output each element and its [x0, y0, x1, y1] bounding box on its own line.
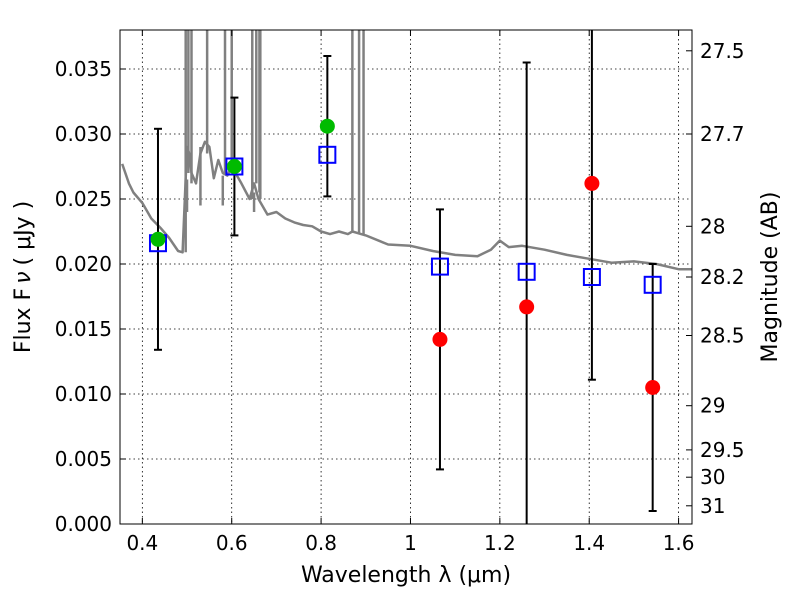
- y-axis-label-unit: ( μJy ): [11, 201, 36, 266]
- model-flux-square: [643, 275, 662, 294]
- y2-tick-label: 31: [700, 494, 725, 518]
- y-axis-label: Flux F ν ( μJy ): [11, 201, 36, 353]
- grid: [120, 30, 692, 524]
- y2-tick-label: 28.2: [700, 265, 745, 289]
- svg-text:Flux Fν( μJy ): Flux F ν ( μJy ): [11, 201, 36, 353]
- y2-axis-label: Magnitude (AB): [758, 192, 783, 363]
- x-tick-label: 0.4: [126, 531, 158, 555]
- model-flux-square: [430, 257, 449, 276]
- x-tick-label: 1.4: [573, 531, 605, 555]
- y2-tick-label: 29.5: [700, 438, 745, 462]
- y-tick-label: 0.020: [55, 252, 112, 276]
- y-tick-label: 0.015: [55, 317, 112, 341]
- model-flux-square: [318, 145, 337, 164]
- x-tick-label: 0.6: [216, 531, 248, 555]
- y-tick-label: 0.000: [55, 512, 112, 536]
- model-flux-square: [225, 157, 244, 176]
- x-tick-label: 0.8: [305, 531, 337, 555]
- limit-point: [584, 175, 600, 191]
- y2-tick-label: 30: [700, 465, 725, 489]
- detection-point: [150, 231, 166, 247]
- detection-point: [319, 118, 335, 134]
- y2-tick-label: 29: [700, 394, 725, 418]
- observed-points: [150, 118, 661, 395]
- y-tick-label: 0.035: [55, 57, 112, 81]
- x-tick-label: 1.6: [663, 531, 695, 555]
- y2-tick-label: 28.5: [700, 324, 745, 348]
- y2-tick-label: 27.5: [700, 39, 745, 63]
- x-tick-label: 1.2: [484, 531, 516, 555]
- limit-point: [432, 331, 448, 347]
- plot-area: [121, 30, 692, 524]
- detection-point: [226, 159, 242, 174]
- axis-ticks: 0.4 0.6 0.8 1 1.2 1.4 1.6 0.000 0.005 0.010 0.015 0…: [55, 30, 745, 555]
- y-axis-label-nu: ν: [11, 271, 36, 283]
- y-tick-label: 0.025: [55, 187, 112, 211]
- x-axis-label: Wavelength λ (μm): [301, 563, 511, 588]
- y2-tick-label: 28: [700, 214, 725, 238]
- y-tick-label: 0.030: [55, 122, 112, 146]
- y-axis-label-main: Flux F: [11, 288, 36, 353]
- y-tick-label: 0.005: [55, 447, 112, 471]
- x-tick-label: 1: [404, 531, 417, 555]
- spectrum-series: [121, 30, 692, 271]
- limit-point: [519, 299, 535, 315]
- y2-tick-label: 27.7: [700, 122, 745, 146]
- model-flux-square: [517, 262, 536, 281]
- spectrum-line: [121, 140, 692, 271]
- limit-point: [645, 380, 661, 395]
- y-tick-label: 0.010: [55, 382, 112, 406]
- model-flux-square: [582, 268, 601, 286]
